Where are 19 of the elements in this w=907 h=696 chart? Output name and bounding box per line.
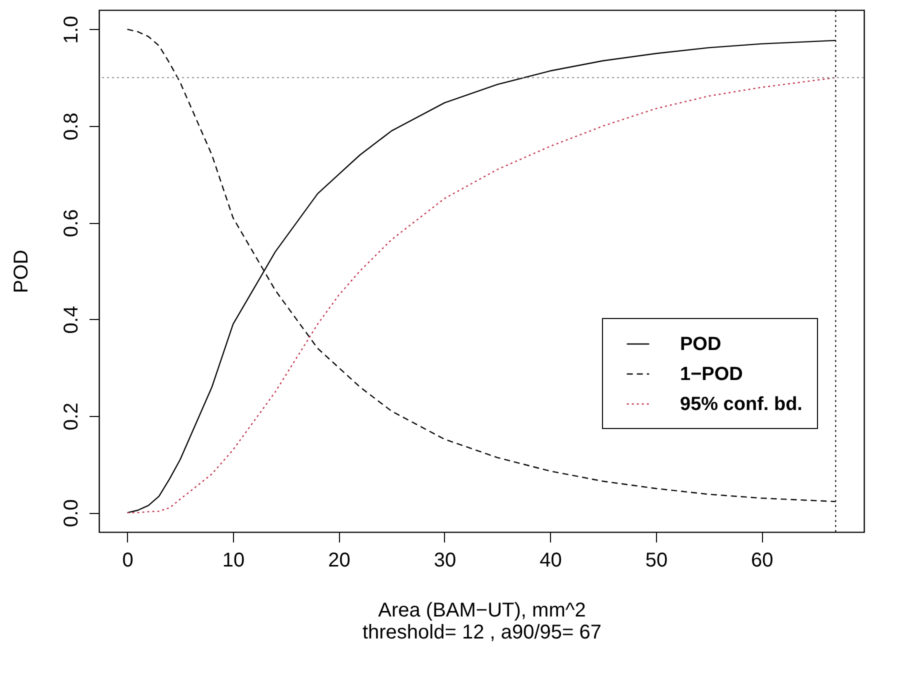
x-tick-label: 0 [122, 550, 134, 572]
x-tick-label: 60 [751, 550, 774, 572]
y-tick-label: 0.2 [60, 402, 82, 430]
x-tick-label: 20 [328, 550, 350, 572]
x-tick-label: 30 [434, 550, 456, 572]
y-axis-title: POD [10, 250, 32, 294]
legend-label: POD [680, 334, 722, 355]
x-axis-title: Area (BAM−UT), mm^2 [378, 600, 586, 622]
text: threshold= 12 , a90/95= 67 [362, 622, 602, 644]
x-tick-label: 40 [540, 550, 562, 572]
y-tick-label: 0.8 [60, 112, 82, 140]
y-tick-label: 0.4 [60, 306, 82, 334]
y-tick-label: 0.6 [60, 209, 82, 238]
legend-label: 95% conf. bd. [680, 394, 802, 415]
legend-label: 1−POD [680, 364, 743, 385]
y-tick-label: 0.0 [60, 499, 82, 528]
x-tick-label: 10 [222, 550, 245, 572]
y-tick-label: 1.0 [60, 16, 82, 44]
x-tick-label: 50 [645, 550, 668, 572]
